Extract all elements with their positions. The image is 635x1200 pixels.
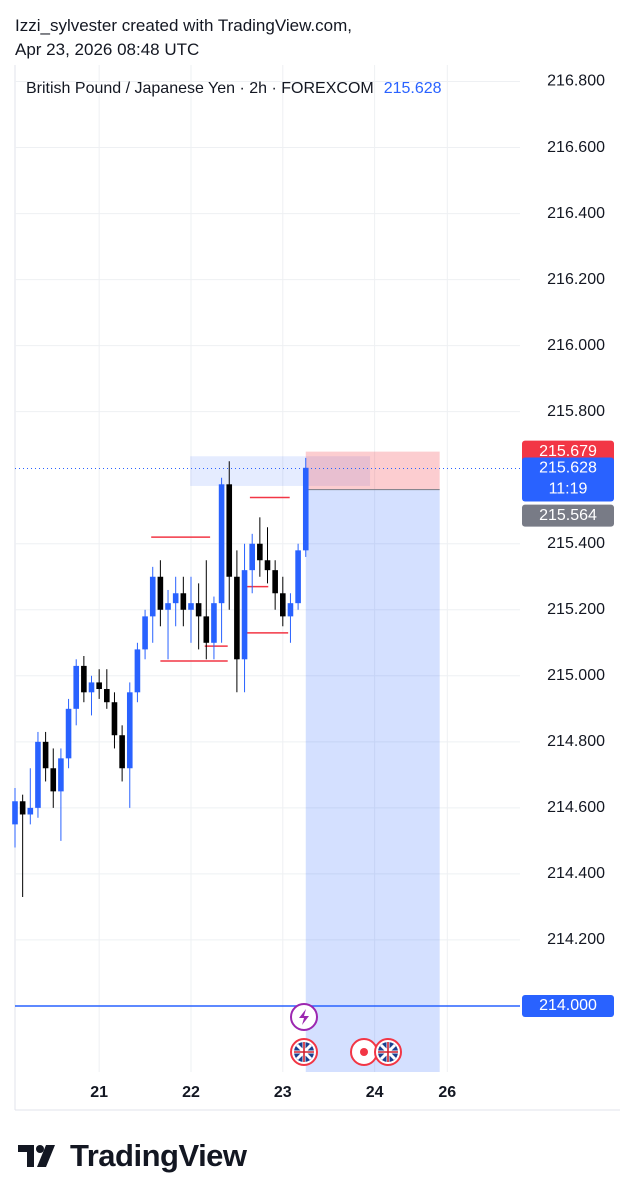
- event-icon-bolt: [299, 1009, 309, 1025]
- entry-price-box: [522, 504, 614, 527]
- author-line: Izzi_sylvester created with TradingView.…: [15, 16, 352, 35]
- brand-logo: [18, 1145, 55, 1167]
- y-tick-label: 214.800: [547, 733, 605, 750]
- chart: 216.800 216.600 216.400 216.200 216.000 215.8…: [12, 65, 620, 1111]
- candle-body: [249, 543, 255, 571]
- x-tick-label: 21: [90, 1084, 108, 1101]
- candle-body: [88, 682, 95, 693]
- candle-body: [234, 576, 240, 660]
- x-tick-label: 26: [438, 1084, 456, 1101]
- candle-body: [157, 576, 164, 610]
- flag-cross-red: [294, 1042, 314, 1062]
- event-icon: [350, 1038, 378, 1066]
- y-tick-label: 216.200: [547, 271, 605, 288]
- stop-zone: [305, 451, 440, 490]
- candle-body: [35, 741, 41, 808]
- last-price-label: 215.628: [539, 460, 597, 477]
- event-icon: [290, 1038, 318, 1066]
- y-tick-label: 216.000: [547, 337, 605, 354]
- stop-price-box: [522, 440, 614, 463]
- candle-body: [188, 603, 194, 610]
- candle-body: [149, 576, 156, 617]
- event-icon: [290, 1003, 318, 1031]
- event-icon: [374, 1038, 402, 1066]
- x-tick-label: 24: [366, 1084, 384, 1101]
- y-tick-label: 216.600: [547, 139, 605, 156]
- candle-body: [104, 689, 110, 703]
- zone: [190, 456, 371, 486]
- candle-body: [272, 570, 278, 594]
- x-tick-label: 23: [274, 1084, 292, 1101]
- brand: TradingView: [18, 1138, 247, 1174]
- y-tick-label: 215.200: [547, 601, 605, 618]
- candle-body: [111, 702, 118, 736]
- candle-body: [257, 543, 263, 561]
- candle-body: [134, 649, 141, 693]
- candle-body: [165, 603, 171, 610]
- candle-body: [96, 682, 102, 690]
- y-tick-label: 216.400: [547, 205, 605, 222]
- header: Izzi_sylvester created with TradingView.…: [15, 14, 352, 62]
- candle-body: [302, 467, 309, 551]
- candle-body: [73, 665, 80, 709]
- y-tick-label: 214.400: [547, 865, 605, 882]
- hline-label: 214.000: [539, 997, 597, 1014]
- candle-body: [280, 593, 286, 617]
- candle-body: [142, 616, 148, 650]
- candle-body: [180, 593, 187, 610]
- brand-name: TradingView: [70, 1138, 247, 1173]
- event-icon-dot: [360, 1048, 368, 1056]
- candle-body: [19, 801, 26, 815]
- candle-body: [42, 741, 49, 769]
- candle-body: [195, 603, 202, 617]
- candle-body: [218, 484, 225, 604]
- candle-body: [58, 758, 64, 792]
- candle-body: [65, 708, 72, 759]
- candle-body: [287, 603, 294, 617]
- y-tick-label: 214.600: [547, 799, 605, 816]
- candle-body: [295, 550, 301, 604]
- target-zone: [305, 489, 440, 1072]
- y-tick-label: 216.800: [547, 73, 605, 90]
- hline-box: [522, 994, 614, 1017]
- y-tick-label: 214.200: [547, 931, 605, 948]
- stop-price-label: 215.679: [539, 443, 597, 460]
- candle-body: [264, 560, 271, 571]
- legend: British Pound / Japanese Yen · 2h · FORE…: [26, 80, 442, 98]
- y-tick-label: 215.000: [547, 667, 605, 684]
- x-tick-label: 22: [182, 1084, 200, 1101]
- candle-body: [241, 570, 248, 660]
- candle-body: [172, 593, 179, 604]
- legend-price: 215.628: [383, 80, 442, 97]
- last-price-box: [522, 457, 614, 502]
- candle-body: [12, 801, 18, 825]
- timestamp: Apr 23, 2026 08:48 UTC: [15, 40, 200, 59]
- symbol-title: British Pound / Japanese Yen · 2h · FORE…: [26, 80, 374, 97]
- candle-body: [226, 484, 233, 577]
- candle-body: [126, 692, 133, 769]
- candle-body: [81, 665, 87, 693]
- countdown: 11:19: [549, 481, 588, 498]
- flag-cross-red: [378, 1042, 398, 1062]
- candle-body: [211, 603, 217, 643]
- candle-body: [119, 735, 125, 769]
- candle-body: [27, 807, 34, 815]
- y-tick-label: 215.400: [547, 535, 605, 552]
- candle-body: [203, 616, 210, 643]
- entry-price-label: 215.564: [539, 507, 597, 524]
- candle-body: [50, 768, 57, 792]
- y-tick-label: 215.800: [547, 403, 605, 420]
